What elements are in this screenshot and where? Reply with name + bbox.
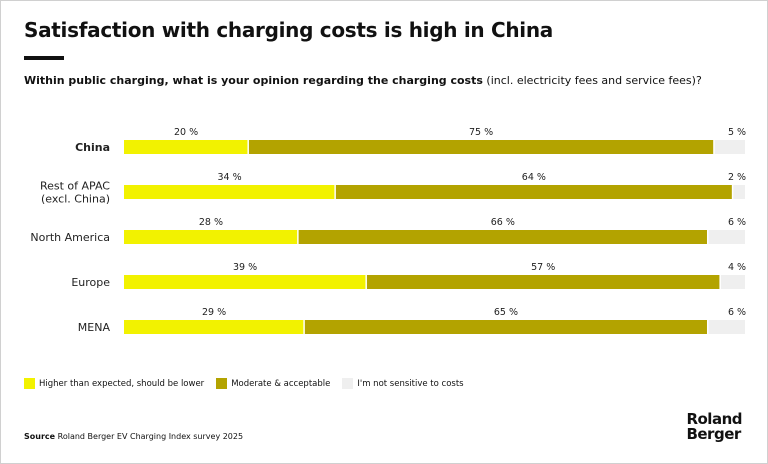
bar-segment: [708, 230, 745, 244]
bar-segment: [335, 185, 732, 199]
source-label: Source: [24, 432, 56, 441]
legend-item: Moderate & acceptable: [216, 378, 330, 389]
data-label: 39 %: [233, 262, 257, 273]
bar-segment: [304, 320, 707, 334]
legend-swatch: [216, 378, 228, 389]
bar-segment: [720, 275, 745, 289]
category-label: China: [75, 141, 110, 154]
bar-segment: [708, 320, 745, 334]
data-label: 34 %: [217, 172, 241, 183]
category-label: MENA: [78, 321, 111, 334]
data-label: 2 %: [728, 172, 746, 183]
subtitle-rest: (incl. electricity fees and service fees…: [482, 74, 702, 87]
legend-swatch: [24, 378, 35, 389]
roland-berger-logo: Roland Berger: [686, 410, 742, 443]
data-label: 6 %: [728, 307, 746, 318]
bar-segment: [366, 275, 720, 289]
legend-swatch: [342, 378, 354, 389]
chart-title: Satisfaction with charging costs is high…: [24, 18, 553, 42]
legend-label: Higher than expected, should be lower: [39, 378, 205, 389]
bar-segment: [124, 320, 304, 334]
category-label: Rest of APAC (excl. China): [40, 180, 110, 206]
category-label: Europe: [71, 276, 110, 289]
data-label: 4 %: [728, 262, 746, 273]
bar-segment: [248, 140, 714, 154]
bar-segment: [298, 230, 707, 244]
data-label: 64 %: [522, 172, 546, 183]
legend-label: Moderate & acceptable: [231, 378, 331, 389]
legend-label: I'm not sensitive to costs: [357, 378, 464, 389]
data-label: 57 %: [531, 262, 555, 273]
data-label: 20 %: [174, 127, 198, 138]
bar-segment: [124, 230, 298, 244]
data-label: 29 %: [202, 307, 226, 318]
chart-subtitle: Within public charging, what is your opi…: [24, 74, 702, 87]
title-rule: [24, 56, 64, 60]
legend-item: Higher than expected, should be lower: [24, 378, 204, 389]
data-label: 6 %: [728, 217, 746, 228]
data-label: 66 %: [491, 217, 515, 228]
subtitle-bold: Within public charging, what is your opi…: [24, 74, 483, 87]
bar-segment: [124, 275, 366, 289]
bar-segment: [124, 185, 335, 199]
legend: Higher than expected, should be lower Mo…: [24, 378, 464, 389]
bar-segment: [714, 140, 745, 154]
data-label: 28 %: [199, 217, 223, 228]
data-label: 65 %: [494, 307, 518, 318]
data-label: 75 %: [469, 127, 493, 138]
data-label: 5 %: [728, 127, 746, 138]
bar-segment: [733, 185, 745, 199]
category-label: North America: [30, 231, 110, 244]
legend-item: I'm not sensitive to costs: [342, 378, 464, 389]
source-text: Roland Berger EV Charging Index survey 2…: [55, 432, 244, 441]
bar-segment: [124, 140, 248, 154]
source-note: Source Roland Berger EV Charging Index s…: [24, 432, 243, 441]
